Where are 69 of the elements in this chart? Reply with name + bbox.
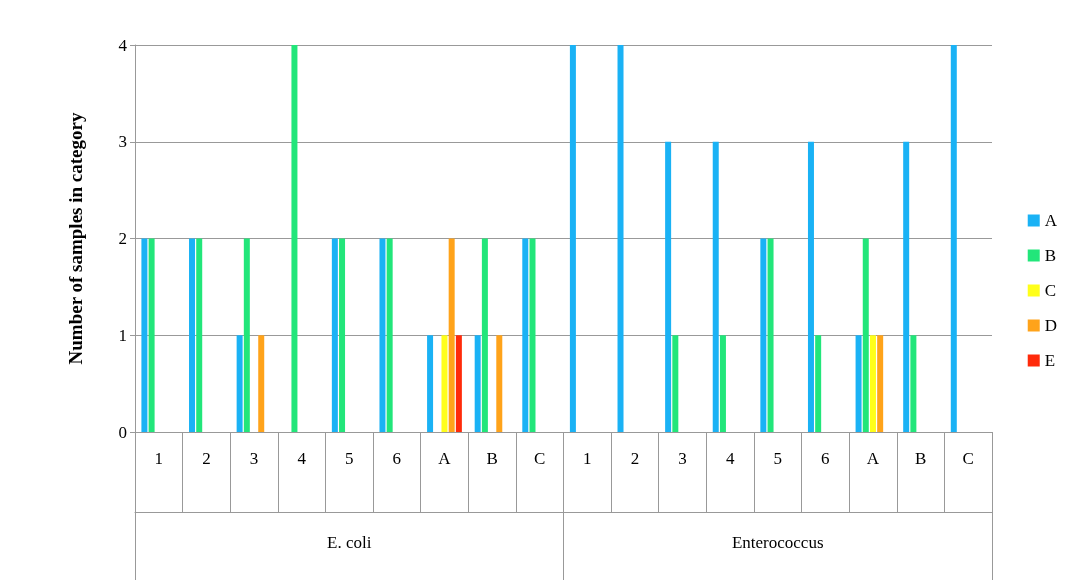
bar — [529, 238, 536, 432]
y-axis-title: Number of samples in category — [65, 112, 86, 365]
bar — [910, 335, 917, 432]
bar — [379, 238, 386, 432]
bar — [236, 335, 243, 432]
bar — [877, 335, 884, 432]
bar — [712, 141, 719, 432]
legend-label: B — [1044, 246, 1057, 265]
bar — [455, 335, 462, 432]
bar — [855, 335, 862, 432]
bar — [665, 141, 672, 432]
bar — [148, 238, 155, 432]
bar — [243, 238, 250, 432]
bar — [862, 238, 869, 432]
bar — [481, 238, 488, 432]
x-tick-label: A — [438, 449, 452, 468]
x-tick-label: 5 — [773, 449, 782, 468]
x-tick-label: 1 — [583, 449, 592, 468]
bar — [386, 238, 393, 432]
bar — [522, 238, 529, 432]
text: Enterococcus — [731, 533, 824, 552]
x-tick-label: 6 — [392, 449, 402, 468]
x-tick-label: 4 — [297, 449, 307, 468]
x-tick-label: 2 — [202, 449, 211, 468]
bar — [427, 335, 434, 432]
bar — [760, 238, 767, 432]
legend-label: A — [1044, 211, 1058, 230]
x-tick-label: 1 — [154, 449, 164, 468]
bar — [258, 335, 265, 432]
legend-label: C — [1044, 281, 1057, 300]
y-tick-label: 1 — [118, 325, 127, 345]
bar — [767, 238, 774, 432]
x-tick-label: 3 — [249, 449, 259, 468]
bar — [950, 45, 957, 432]
bar — [496, 335, 503, 432]
text: E. coli — [327, 533, 372, 552]
legend-label: D — [1044, 316, 1057, 335]
bar — [441, 335, 448, 432]
bar — [569, 45, 576, 432]
x-tick-label: B — [486, 449, 498, 468]
bar — [672, 335, 679, 432]
bar — [141, 238, 148, 432]
bar — [869, 335, 876, 432]
x-tick-label: 6 — [821, 449, 830, 468]
y-tick-label: 3 — [118, 132, 127, 152]
x-tick-label: 4 — [725, 449, 735, 468]
bar — [617, 45, 624, 432]
bar — [807, 141, 814, 432]
x-tick-label: 5 — [345, 449, 354, 468]
bar — [331, 238, 338, 432]
bar — [903, 141, 910, 432]
bar — [719, 335, 726, 432]
bar — [448, 238, 455, 432]
legend-label: E — [1044, 351, 1056, 370]
bar — [291, 45, 298, 432]
y-tick-label: 2 — [118, 229, 127, 248]
x-tick-label: B — [914, 449, 927, 468]
y-tick-label: 0 — [118, 422, 127, 442]
y-tick-label: 4 — [118, 35, 128, 55]
bar — [815, 335, 822, 432]
x-tick-label: C — [534, 449, 546, 468]
x-tick-label: 3 — [678, 449, 687, 468]
bar — [474, 335, 481, 432]
bar — [339, 238, 346, 432]
x-tick-label: 2 — [630, 449, 640, 468]
x-tick-label: A — [866, 449, 880, 468]
x-tick-label: C — [962, 449, 974, 468]
bar — [196, 238, 203, 432]
bar — [189, 238, 196, 432]
